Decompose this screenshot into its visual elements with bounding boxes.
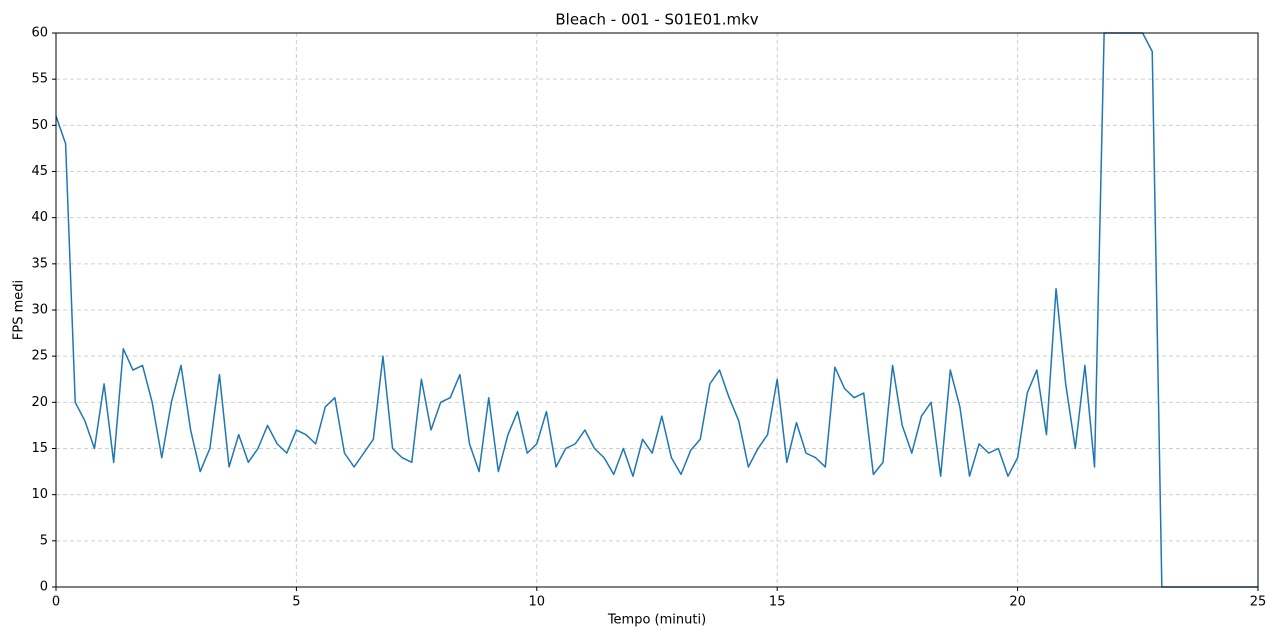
y-tick-label: 10 (31, 487, 48, 502)
x-tick-label: 15 (769, 595, 786, 610)
x-tick-label: 5 (292, 595, 300, 610)
y-tick-label: 35 (31, 256, 48, 271)
y-tick-label: 20 (31, 395, 48, 410)
x-tick-label: 10 (529, 595, 546, 610)
y-tick-label: 5 (40, 533, 48, 548)
y-tick-label: 55 (31, 72, 48, 87)
y-tick-label: 60 (31, 26, 48, 41)
chart-title: Bleach - 001 - S01E01.mkv (555, 11, 758, 29)
y-axis-label: FPS medi (12, 280, 27, 340)
y-tick-label: 40 (31, 210, 48, 225)
y-tick-label: 30 (31, 303, 48, 318)
data-line (55, 32, 1258, 588)
y-tick-label: 0 (40, 580, 48, 595)
y-tick-label: 50 (31, 118, 48, 133)
y-tick-label: 25 (31, 349, 48, 364)
x-tick-label: 0 (52, 595, 60, 610)
y-tick-label: 45 (31, 164, 48, 179)
x-tick-label: 20 (1009, 595, 1026, 610)
y-tick-label: 15 (31, 441, 48, 456)
x-axis-label: Tempo (minuti) (607, 613, 706, 628)
x-tick-label: 25 (1250, 595, 1267, 610)
plot-frame (55, 32, 1259, 588)
